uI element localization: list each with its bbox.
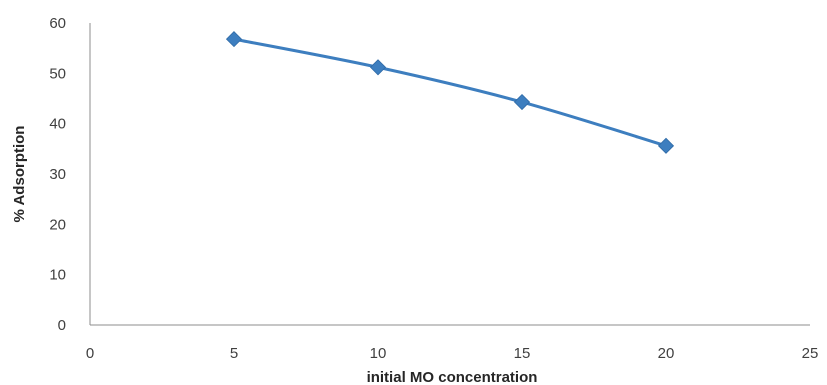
y-tick-labels: 0 10 20 30 40 50 60	[49, 15, 66, 334]
y-tick-label: 0	[58, 317, 66, 334]
x-tick-label: 15	[514, 345, 531, 362]
y-tick-label: 50	[49, 65, 66, 82]
axes	[89, 23, 810, 326]
data-point	[369, 59, 387, 76]
data-point	[513, 93, 531, 111]
x-tick-label: 5	[230, 345, 238, 362]
y-tick-label: 10	[49, 267, 66, 284]
y-tick-label: 60	[49, 15, 66, 32]
y-axis-title: % Adsorption	[11, 126, 28, 223]
x-tick-labels: 0 5 10 15 20 25	[86, 345, 819, 362]
y-tick-label: 20	[49, 216, 66, 233]
data-point	[225, 31, 243, 48]
y-tick-label: 30	[49, 166, 66, 183]
x-axis-title: initial MO concentration	[367, 369, 538, 385]
x-tick-label: 25	[802, 345, 819, 362]
x-tick-label: 20	[658, 345, 675, 362]
data-point	[657, 137, 675, 154]
y-tick-label: 40	[49, 116, 66, 133]
x-tick-label: 10	[370, 345, 387, 362]
x-tick-label: 0	[86, 345, 94, 362]
series-layer	[225, 31, 675, 154]
series-line	[232, 37, 668, 148]
